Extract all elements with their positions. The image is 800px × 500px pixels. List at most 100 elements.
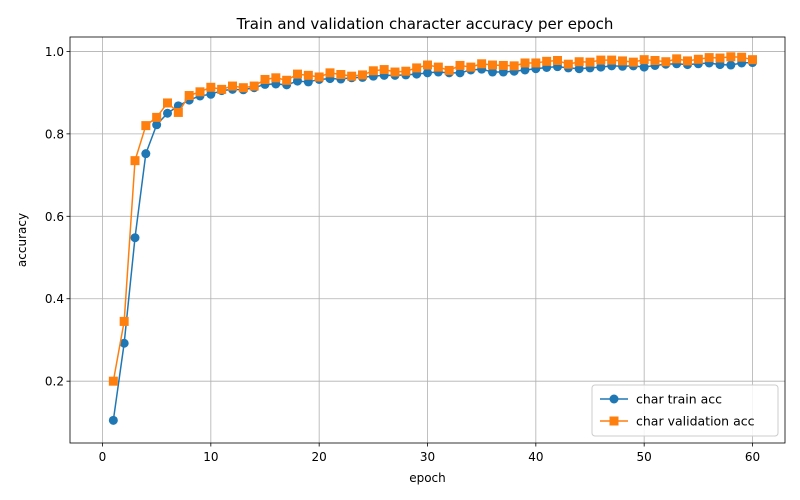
data-point [455, 68, 465, 78]
data-point [336, 70, 346, 80]
x-tick-label: 40 [528, 450, 543, 464]
data-point [596, 62, 606, 72]
data-point [228, 81, 237, 91]
data-point [325, 68, 335, 78]
x-tick-label: 30 [420, 450, 435, 464]
data-point [466, 62, 476, 72]
series-layer [108, 52, 757, 425]
data-point [347, 71, 357, 81]
data-point [596, 55, 606, 65]
legend-item: char validation acc [600, 414, 755, 429]
data-point [607, 55, 617, 65]
data-point [130, 233, 140, 243]
data-point [293, 76, 302, 86]
data-point [693, 54, 703, 64]
data-point [672, 54, 682, 64]
x-axis-label: epoch [409, 471, 446, 485]
data-point [390, 67, 400, 77]
data-point [650, 55, 660, 65]
data-point [444, 65, 454, 75]
data-point [737, 52, 747, 62]
data-point [618, 56, 627, 66]
data-point [423, 60, 432, 70]
data-point [639, 62, 649, 72]
data-point [520, 58, 530, 68]
data-point [553, 55, 562, 65]
series-line [112, 61, 753, 421]
axis-ticks: 0 10 20 30 40 50 60 0.2 0.4 0.6 0.8 1.0 [45, 45, 760, 464]
data-point [574, 57, 584, 67]
legend-marker [609, 416, 619, 426]
data-point [130, 156, 140, 166]
data-point [488, 60, 497, 70]
x-tick-label: 20 [312, 450, 327, 464]
data-point [293, 69, 302, 79]
data-point [704, 53, 714, 63]
data-point [195, 87, 205, 97]
legend-label: char train acc [636, 392, 722, 407]
legend: char train acc char validation acc [591, 384, 779, 437]
data-point [488, 67, 497, 77]
data-point [163, 98, 172, 108]
data-point [260, 74, 270, 84]
data-point [141, 149, 151, 159]
data-point [423, 68, 432, 78]
data-point [152, 120, 162, 130]
data-point [249, 81, 259, 91]
data-point [628, 57, 638, 67]
data-point [715, 53, 725, 63]
data-point [238, 83, 248, 93]
data-point [563, 59, 573, 69]
data-point [509, 61, 519, 71]
data-point [433, 62, 443, 72]
data-point [141, 121, 151, 131]
data-point [401, 66, 411, 76]
data-point [206, 82, 216, 92]
legend-item: char train acc [600, 392, 722, 407]
data-point [119, 338, 129, 348]
chart-title: Train and validation character accuracy … [236, 15, 614, 33]
data-point [379, 65, 389, 75]
data-point [217, 84, 227, 94]
y-tick-label: 0.4 [45, 292, 64, 306]
data-point [661, 57, 671, 67]
data-point [683, 56, 692, 66]
data-point [748, 55, 757, 65]
data-point [455, 60, 465, 70]
data-point [282, 75, 292, 85]
data-point [108, 376, 118, 386]
x-tick-label: 0 [99, 450, 107, 464]
data-point [152, 112, 162, 122]
y-tick-label: 0.6 [45, 210, 64, 224]
data-point [726, 52, 736, 62]
series-line [112, 56, 753, 382]
data-point [314, 72, 324, 82]
data-point [303, 70, 313, 80]
data-point [271, 73, 281, 83]
data-point [184, 91, 194, 101]
y-tick-label: 0.8 [45, 127, 64, 141]
data-point [206, 89, 216, 99]
data-point [639, 55, 649, 65]
y-tick-label: 0.2 [45, 375, 64, 389]
data-point [498, 60, 508, 70]
data-point [108, 415, 118, 425]
data-point [574, 64, 584, 74]
x-tick-label: 10 [203, 450, 218, 464]
data-point [585, 57, 595, 67]
data-point [531, 58, 541, 68]
data-point [368, 66, 378, 76]
data-point [163, 108, 172, 118]
data-point [477, 59, 487, 69]
data-point [358, 70, 367, 80]
grid [70, 37, 785, 443]
legend-label: char validation acc [636, 414, 755, 429]
data-point [726, 60, 736, 70]
data-point [520, 65, 530, 75]
y-axis-label: accuracy [15, 213, 29, 267]
x-tick-label: 60 [745, 450, 760, 464]
x-tick-label: 50 [637, 450, 652, 464]
data-point [119, 316, 129, 326]
data-point [412, 63, 422, 73]
